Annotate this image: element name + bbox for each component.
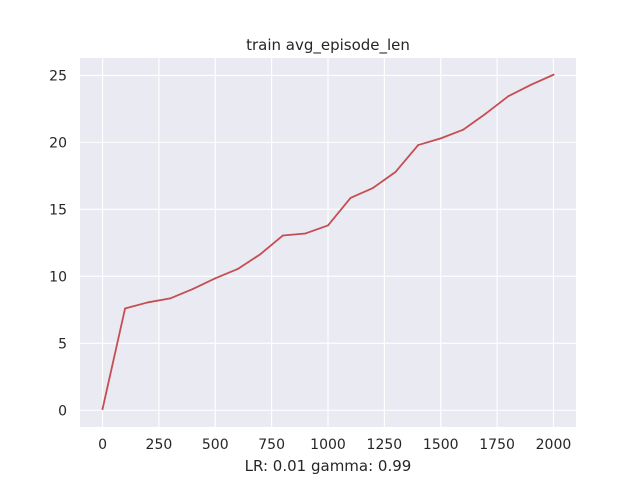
x-axis-ticks: 0 250 500 750 1000 1250 1500 1750 2000 [98, 437, 571, 453]
data-point [484, 112, 487, 115]
x-axis-label: LR: 0.01 gamma: 0.99 [245, 457, 412, 475]
x-tick-label: 1750 [479, 437, 515, 453]
y-tick-label: 5 [58, 336, 67, 352]
x-tick-label: 500 [202, 437, 229, 453]
y-tick-label: 25 [49, 68, 67, 84]
x-tick-label: 2000 [536, 437, 572, 453]
x-tick-label: 1000 [310, 437, 346, 453]
data-point [372, 187, 374, 189]
y-tick-label: 15 [49, 202, 67, 218]
y-tick-label: 0 [58, 403, 67, 419]
data-point [349, 197, 352, 199]
x-tick-label: 1250 [367, 437, 403, 453]
data-point [146, 301, 149, 304]
data-point [530, 83, 532, 86]
data-point [101, 408, 104, 410]
data-point [236, 268, 239, 270]
data-point [462, 128, 465, 131]
x-tick-label: 750 [258, 437, 285, 453]
data-point [191, 288, 194, 290]
y-tick-label: 20 [49, 135, 67, 151]
grid-lines [80, 58, 576, 427]
y-tick-label: 10 [49, 269, 67, 285]
data-point [169, 297, 172, 300]
chart-title: train avg_episode_len [246, 36, 410, 55]
x-tick-label: 0 [98, 437, 107, 453]
x-tick-label: 1500 [423, 437, 459, 453]
data-point [507, 95, 510, 98]
data-point [394, 170, 397, 173]
data-point [327, 224, 329, 227]
data-point [552, 73, 555, 76]
data-point [417, 144, 420, 146]
data-point [259, 253, 262, 256]
y-axis-ticks: 0 5 10 15 20 25 [49, 68, 67, 419]
data-point [214, 277, 217, 280]
series-layer [101, 73, 555, 410]
data-point [439, 137, 442, 140]
data-point [304, 232, 307, 235]
x-tick-label: 250 [146, 437, 173, 453]
data-point [282, 234, 284, 237]
data-point [124, 307, 126, 310]
